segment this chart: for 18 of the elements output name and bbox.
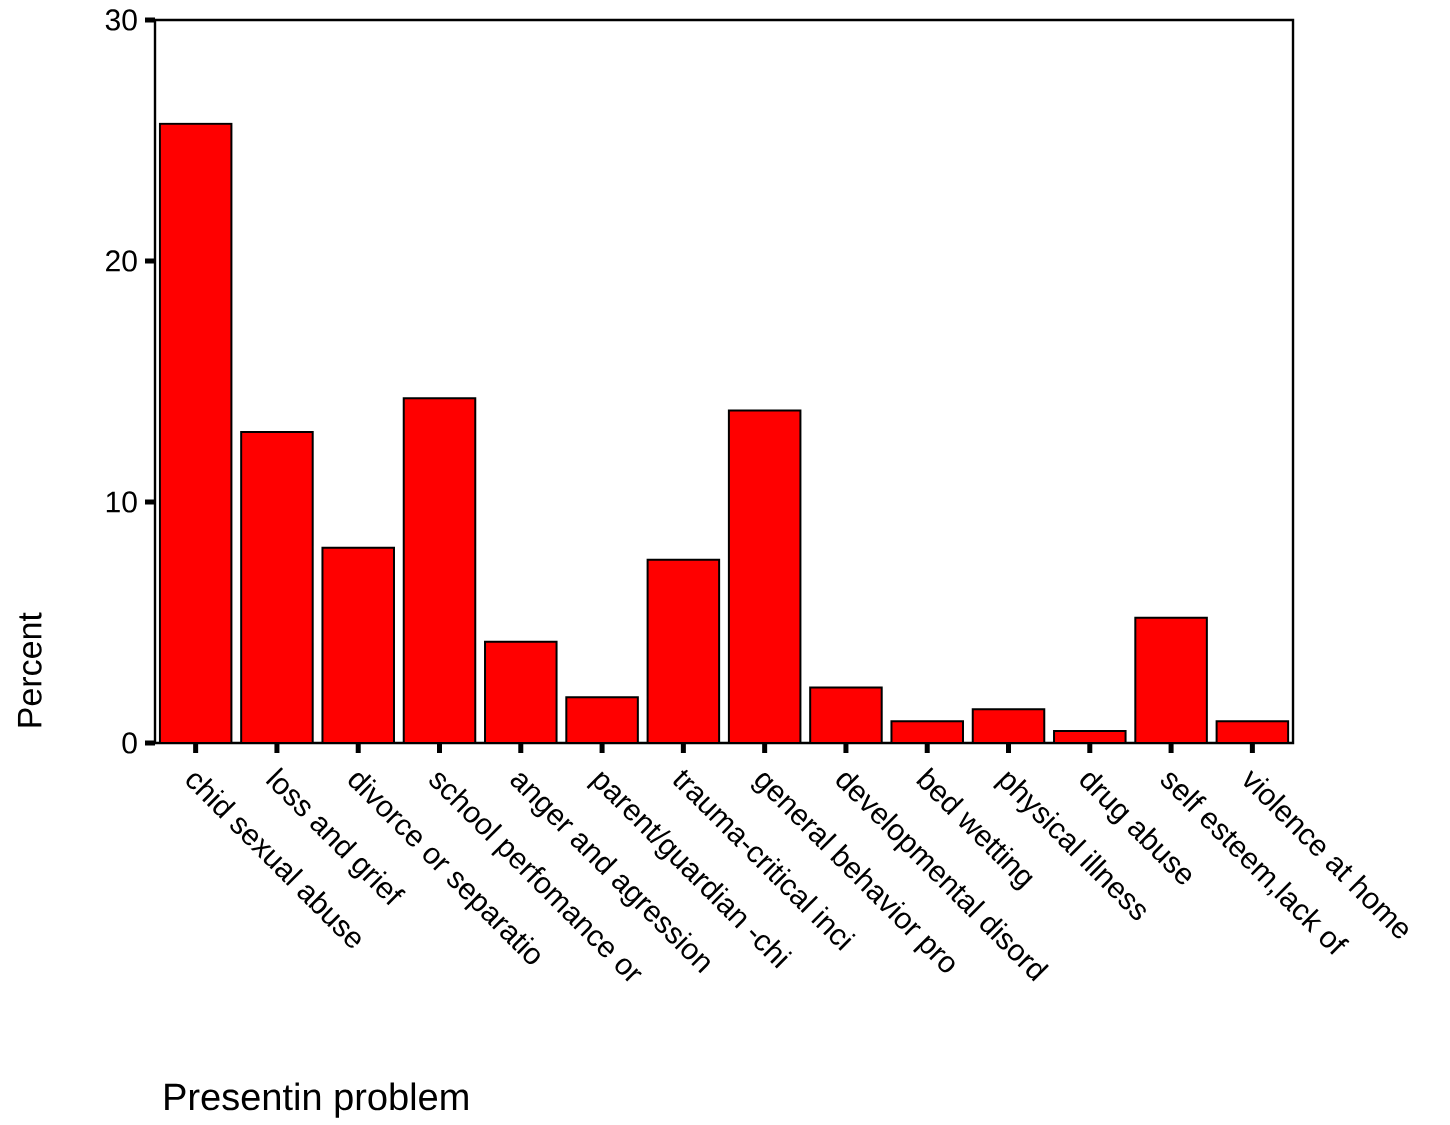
y-tick-label: 20 xyxy=(106,250,137,272)
x-axis-title: Presentin problem xyxy=(165,1082,468,1118)
y-tick-label: 0 xyxy=(122,732,137,754)
bar xyxy=(485,641,557,743)
y-tick-label: 10 xyxy=(106,491,137,513)
y-tick-label: 30 xyxy=(105,9,137,31)
bar xyxy=(403,398,476,743)
bar xyxy=(322,547,394,743)
bar xyxy=(241,432,313,743)
bar xyxy=(972,709,1045,743)
bar xyxy=(1135,617,1207,743)
y-axis-title: Percent xyxy=(17,612,42,727)
bar xyxy=(810,687,882,743)
bar xyxy=(891,721,963,743)
bar xyxy=(159,123,232,743)
bar xyxy=(728,410,801,743)
bar xyxy=(566,697,638,743)
bar xyxy=(647,559,720,743)
